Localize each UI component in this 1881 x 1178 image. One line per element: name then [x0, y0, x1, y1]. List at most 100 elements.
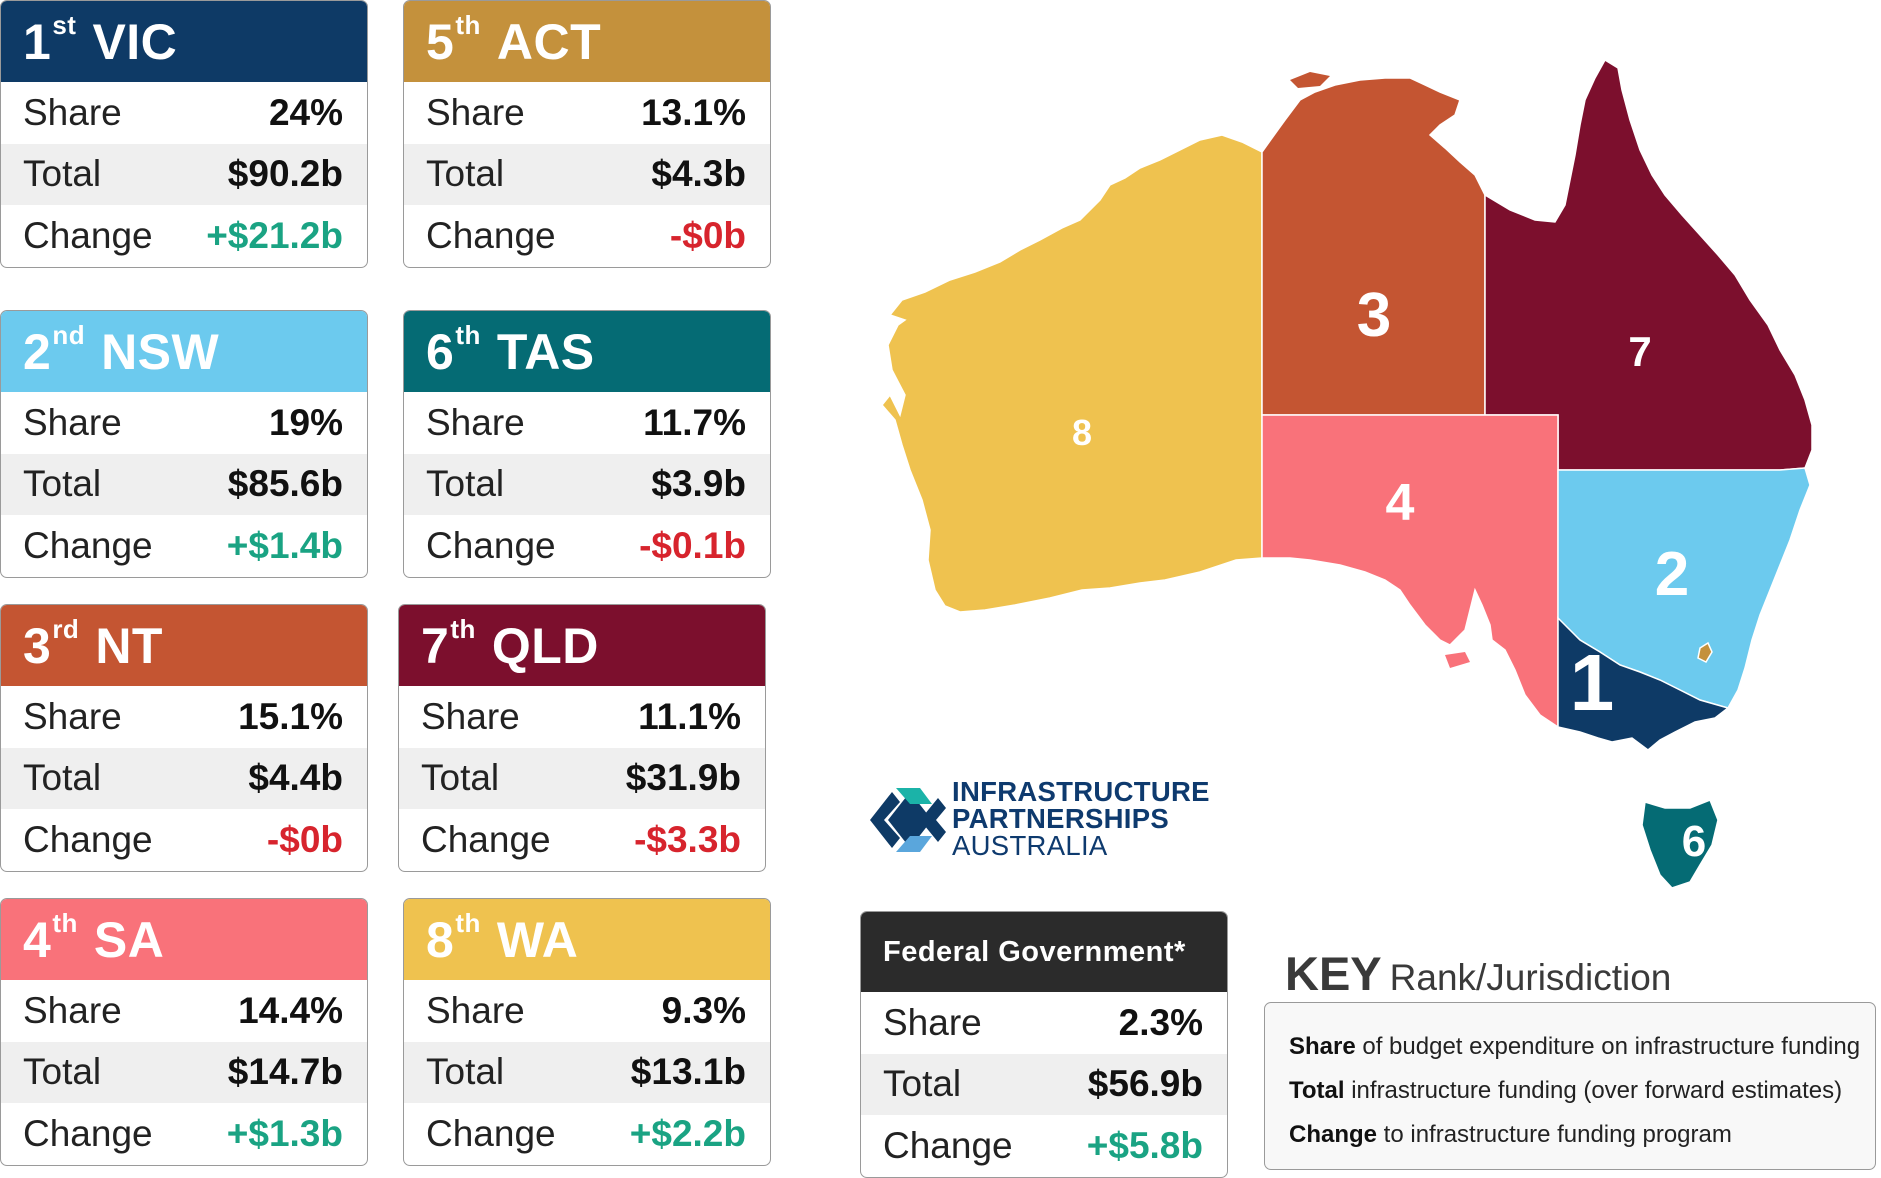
share-label: Share — [426, 401, 525, 443]
total-row: Total $14.7b — [1, 1041, 367, 1103]
infrastructure-partnerships-australia-logo — [870, 788, 946, 852]
change-row: Change +$1.3b — [1, 1103, 367, 1165]
federal-share-row: Share 2.3% — [861, 992, 1227, 1054]
key-line-total: Total infrastructure funding (over forwa… — [1289, 1069, 1875, 1113]
map-region-nt — [1261, 77, 1486, 416]
rank-suffix: th — [455, 320, 481, 350]
rank-number: 4 — [23, 911, 52, 968]
federal-government-card: Federal Government* Share 2.3% Total $56… — [860, 911, 1228, 1178]
logo-mark-top-teal — [896, 788, 932, 804]
change-row: Change +$21.2b — [1, 205, 367, 267]
change-value: +$1.4b — [226, 524, 343, 566]
key-subtitle: Rank/Jurisdiction — [1389, 957, 1672, 998]
share-value: 24% — [268, 91, 343, 133]
change-value: +$2.2b — [629, 1112, 746, 1154]
total-value: $90.2b — [227, 153, 343, 195]
total-label: Total — [23, 757, 102, 799]
share-label: Share — [23, 91, 122, 133]
logo-line-3: AUSTRALIA — [952, 830, 1108, 861]
share-label: Share — [23, 695, 122, 737]
total-label: Total — [426, 153, 505, 195]
rank-suffix: rd — [52, 614, 80, 644]
map-label-nsw: 2 — [1655, 540, 1689, 609]
share-row: Share 24% — [1, 82, 367, 144]
federal-total-row: Total $56.9b — [861, 1053, 1227, 1115]
share-value: 11.7% — [643, 401, 746, 443]
change-row: Change -$0b — [404, 205, 770, 267]
share-label: Share — [23, 401, 122, 443]
map-label-wa: 8 — [1072, 412, 1092, 453]
rank-suffix: th — [450, 614, 476, 644]
jurisdiction-name: WA — [496, 911, 579, 968]
total-row: Total $4.4b — [1, 747, 367, 809]
jurisdiction-name: VIC — [92, 13, 178, 70]
share-value: 14.4% — [238, 989, 343, 1031]
share-value: 19% — [268, 401, 343, 443]
share-value: 11.1% — [638, 695, 741, 737]
map-island-kangaroo — [1445, 652, 1470, 668]
rank-number: 1 — [23, 13, 52, 70]
change-value: -$0b — [266, 818, 343, 860]
share-label: Share — [421, 695, 520, 737]
change-label: Change — [421, 818, 551, 860]
map-island-tiwi — [1290, 72, 1330, 88]
map-label-nt: 3 — [1357, 281, 1391, 350]
federal-change-row: Change +$5.8b — [861, 1115, 1227, 1177]
map-label-qld: 7 — [1628, 328, 1651, 375]
total-value: $4.4b — [248, 757, 343, 799]
key-term: Share — [1289, 1033, 1356, 1060]
rank-suffix: th — [52, 908, 78, 938]
total-value: $85.6b — [227, 463, 343, 505]
share-row: Share 15.1% — [1, 686, 367, 748]
key-term: Change — [1289, 1121, 1378, 1148]
australia-map: 8 3 7 4 2 5 1 6 — [881, 58, 1813, 889]
change-label: Change — [426, 214, 556, 256]
key-term: Total — [1289, 1077, 1345, 1104]
total-value: $14.7b — [227, 1051, 343, 1093]
total-label: Total — [426, 463, 505, 505]
total-label: Total — [23, 1051, 102, 1093]
key-desc: of budget expenditure on infrastructure … — [1355, 1033, 1861, 1060]
total-row: Total $4.3b — [404, 143, 770, 205]
change-value: -$0.1b — [639, 524, 746, 566]
jurisdiction-name: QLD — [491, 617, 599, 674]
jurisdiction-name: SA — [93, 911, 165, 968]
key-box: Share of budget expenditure on infrastru… — [1264, 1002, 1876, 1170]
logo-mark-middle — [888, 792, 932, 848]
total-label: Total — [23, 153, 102, 195]
change-value: +$5.8b — [1086, 1124, 1203, 1166]
change-row: Change +$1.4b — [1, 515, 367, 577]
key-line-share: Share of budget expenditure on infrastru… — [1289, 1025, 1875, 1069]
logo-mark-right — [920, 798, 946, 842]
federal-card-title: Federal Government* — [883, 935, 1186, 968]
jurisdiction-name: TAS — [496, 323, 595, 380]
total-label: Total — [421, 757, 500, 799]
total-value: $31.9b — [625, 757, 741, 799]
change-label: Change — [426, 524, 556, 566]
logo-mark-bottom-blue — [896, 836, 932, 852]
change-row: Change -$0.1b — [404, 515, 770, 577]
change-row: Change -$0b — [1, 809, 367, 871]
jurisdiction-name: ACT — [496, 13, 602, 70]
share-value: 9.3% — [661, 989, 746, 1031]
rank-suffix: th — [455, 908, 481, 938]
total-row: Total $13.1b — [404, 1041, 770, 1103]
share-row: Share 11.1% — [399, 686, 765, 748]
total-row: Total $85.6b — [1, 453, 367, 515]
share-label: Share — [23, 989, 122, 1031]
total-value: $13.1b — [630, 1051, 746, 1093]
map-region-tas — [1641, 799, 1719, 889]
rank-number: 8 — [426, 911, 455, 968]
share-label: Share — [426, 989, 525, 1031]
